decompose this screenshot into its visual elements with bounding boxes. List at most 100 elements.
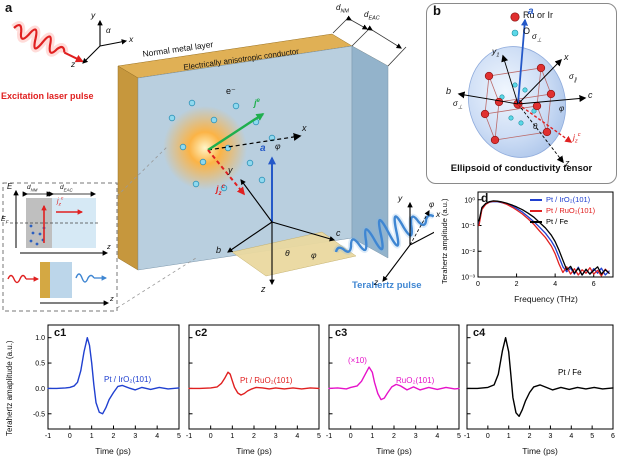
excitation-laser-label: Excitation laser pulse: [1, 91, 94, 101]
c4-waveform-chart: -1 0 1 2 3 4 5 6: [464, 322, 616, 444]
jzc-current-arrow: [207, 149, 246, 196]
ellipsoid-axes: [457, 18, 587, 164]
legend-swatch-ruO2: [530, 210, 542, 212]
c4-sample-label: Pt / Fe: [558, 368, 582, 377]
svg-text:2: 2: [112, 433, 116, 440]
svg-text:1.0: 1.0: [35, 335, 45, 342]
legend-swatch-irO2: [530, 199, 542, 201]
svg-text:0: 0: [486, 433, 490, 440]
b-sigma-perp-label: σ⊥: [453, 99, 463, 111]
svg-text:3: 3: [414, 433, 418, 440]
svg-text:1: 1: [90, 433, 94, 440]
c3-sample-label: RuO₂(101): [396, 376, 435, 385]
front-x-label: x: [302, 123, 307, 133]
c3-waveform-chart: -1 0 1 2 3 4 5: [326, 322, 462, 444]
b-jzc-label: jzc: [573, 132, 581, 145]
svg-text:0: 0: [349, 433, 353, 440]
c1-waveform-chart: -1 0 1 2 3 4 5 -0.5 0.0 0.5 1.0: [24, 322, 182, 444]
crystal-axes: [227, 156, 336, 286]
c3-annotation: (×10): [348, 356, 367, 365]
inset-pump-wave: [7, 274, 40, 284]
svg-text:5: 5: [457, 433, 461, 440]
inset-thz-out-wave: [75, 273, 108, 283]
panel-d-xlabel: Frequency (THz): [514, 294, 578, 304]
thz-phi-label: φ: [429, 200, 435, 209]
thz-y-label: y: [398, 193, 403, 203]
legend-swatch-fe: [530, 221, 542, 223]
b-y1-label: y1: [492, 46, 500, 59]
b-b-axis-label: b: [446, 86, 452, 96]
svg-text:2: 2: [252, 433, 256, 440]
inset-EF-label: EF: [1, 216, 9, 226]
svg-text:4: 4: [569, 433, 573, 440]
svg-text:-1: -1: [45, 433, 51, 440]
thz-x-label: x: [436, 209, 441, 219]
thickness-guides: [332, 15, 407, 67]
legend-oxygen-dot: [511, 29, 519, 37]
je-current-arrow: [207, 112, 265, 152]
inset-dnm-label: dNM: [27, 184, 38, 193]
svg-text:1: 1: [370, 433, 374, 440]
bc-plane: [231, 231, 357, 277]
legend-label-fe: Pt / Fe: [546, 217, 569, 226]
b-c-axis-label: c: [588, 90, 593, 100]
nm-front-face: [117, 65, 139, 271]
legend-label-ruO2: Pt / RuO₂(101): [546, 206, 596, 215]
thz-z-label: z: [374, 277, 379, 287]
svg-text:3: 3: [548, 433, 552, 440]
d-eac-label: dEAC: [364, 10, 380, 22]
panel-b-caption: Ellipsoid of conductivity tensor: [450, 163, 593, 174]
svg-text:-1: -1: [464, 433, 470, 440]
svg-text:4: 4: [295, 433, 299, 440]
laser-y-label: y: [91, 10, 96, 20]
laser-axes: [82, 19, 128, 64]
svg-text:3: 3: [274, 433, 278, 440]
eac-side-face: [351, 45, 389, 259]
oxygen-atoms: [499, 82, 537, 126]
svg-text:6: 6: [611, 433, 615, 440]
panel-a-label: a: [5, 0, 13, 15]
svg-text:6: 6: [592, 281, 596, 288]
panel-b-label: b: [433, 3, 441, 18]
excitation-laser-wave: [11, 21, 84, 63]
c2-waveform-chart: -1 0 1 2 3 4 5: [186, 322, 322, 444]
laser-z-label: z: [71, 59, 76, 69]
svg-text:2: 2: [528, 433, 532, 440]
c2-xlabel: Time (ps): [236, 446, 272, 456]
panel-b: b Ru or Ir O a σ⊥ y1 x σ∥ c φ b σ⊥ θ jzc…: [426, 3, 617, 184]
front-phi-label: φ: [275, 141, 281, 151]
svg-text:10⁻³: 10⁻³: [461, 275, 475, 282]
b-a-axis-label: a: [528, 6, 534, 17]
b-sigma-par-label: σ∥: [569, 72, 577, 84]
svg-text:2: 2: [515, 281, 519, 288]
panel-a-illustration: [2, 15, 434, 312]
c1-sample-label: Pt / IrO₂(101): [104, 375, 152, 384]
b-theta-label: θ: [533, 122, 538, 131]
inset-eac-slab: [50, 262, 72, 298]
inset-nm-slab: [40, 262, 50, 298]
c4-xlabel: Time (ps): [522, 446, 558, 456]
c-axis-label: c: [336, 228, 341, 238]
laser-alpha-label: α: [106, 26, 111, 35]
b-z-label: z: [565, 158, 570, 168]
svg-text:2: 2: [392, 433, 396, 440]
laser-excitation-glow: [163, 106, 247, 190]
b-axis-label: b: [216, 245, 222, 255]
thz-axes: [382, 201, 434, 282]
svg-text:0: 0: [476, 281, 480, 288]
svg-text:0: 0: [209, 433, 213, 440]
legend-oxygen-label: O: [523, 26, 531, 36]
svg-text:3: 3: [133, 433, 137, 440]
phi2-label: φ: [311, 250, 317, 260]
a-axis-label: a: [260, 143, 266, 154]
jzc-label: jzc: [216, 183, 225, 197]
b-sigma-top-label: σ⊥: [532, 32, 542, 44]
inset-jzc-label: jzc: [57, 196, 64, 208]
svg-text:5: 5: [317, 433, 321, 440]
svg-text:-1: -1: [186, 433, 192, 440]
c2-sample-label: Pt / RuO₂(101): [240, 376, 293, 385]
svg-text:-0.5: -0.5: [33, 411, 45, 418]
y-axis-label: y: [228, 165, 233, 175]
legend-metal-dot: [510, 12, 520, 22]
